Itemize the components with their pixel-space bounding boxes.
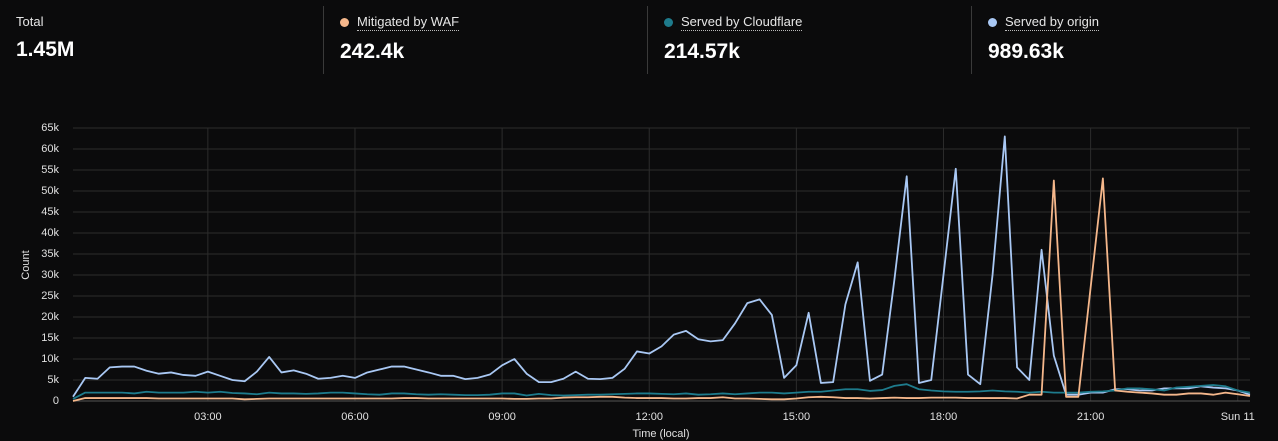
y-tick-label: 40k <box>41 227 59 239</box>
y-tick-label: 15k <box>41 332 59 344</box>
series-line <box>72 135 1251 398</box>
series-line <box>72 177 1251 402</box>
x-tick-label: Sun 11 <box>1221 411 1255 423</box>
legend-dot <box>340 18 349 27</box>
stat-label: Mitigated by WAF <box>340 14 460 31</box>
y-tick-label: 45k <box>41 206 59 218</box>
stat-label: Served by Cloudflare <box>664 14 803 31</box>
x-tick-label: 18:00 <box>930 411 958 423</box>
y-axis-title: Count <box>20 250 32 279</box>
stat-label: Served by origin <box>988 14 1099 31</box>
legend-dot <box>988 18 997 27</box>
x-tick-label: 12:00 <box>635 411 663 423</box>
y-tick-label: 30k <box>41 269 59 281</box>
y-tick-label: 35k <box>41 248 59 260</box>
divider <box>971 6 972 74</box>
stat-1: Mitigated by WAF 242.4k <box>340 6 460 76</box>
stat-3: Served by origin 989.63k <box>988 6 1099 76</box>
y-tick-label: 50k <box>41 185 59 197</box>
stat-total: Total 1.45M <box>16 6 74 76</box>
x-tick-label: 06:00 <box>341 411 369 423</box>
stat-value: 1.45M <box>16 38 75 61</box>
legend-label: Served by origin <box>1005 14 1099 31</box>
y-tick-label: 10k <box>41 353 59 365</box>
y-tick-label: 25k <box>41 290 59 302</box>
y-tick-label: 55k <box>41 164 59 176</box>
x-tick-label: 21:00 <box>1077 411 1105 423</box>
divider <box>323 6 324 74</box>
y-tick-label: 65k <box>41 122 59 134</box>
divider <box>647 6 648 74</box>
y-tick-label: 0 <box>53 395 59 407</box>
legend-dot <box>664 18 673 27</box>
y-tick-label: 20k <box>41 311 59 323</box>
x-tick-label: 03:00 <box>194 411 222 423</box>
stat-label: Total <box>16 14 44 29</box>
stat-value: 989.63k <box>988 40 1064 63</box>
stat-value: 214.57k <box>664 40 740 63</box>
x-tick-label: 09:00 <box>488 411 516 423</box>
y-tick-label: 60k <box>41 143 59 155</box>
legend-label: Mitigated by WAF <box>357 14 460 31</box>
summary-bar: Total 1.45M Mitigated by WAF 242.4k Served… <box>0 0 1278 76</box>
stat-value: 242.4k <box>340 40 405 63</box>
stat-2: Served by Cloudflare 214.57k <box>664 6 803 76</box>
x-axis-title: Time (local) <box>632 428 689 440</box>
x-tick-label: 15:00 <box>783 411 811 423</box>
y-tick-label: 5k <box>47 374 59 386</box>
legend-label: Served by Cloudflare <box>681 14 803 31</box>
series-line <box>72 383 1251 400</box>
